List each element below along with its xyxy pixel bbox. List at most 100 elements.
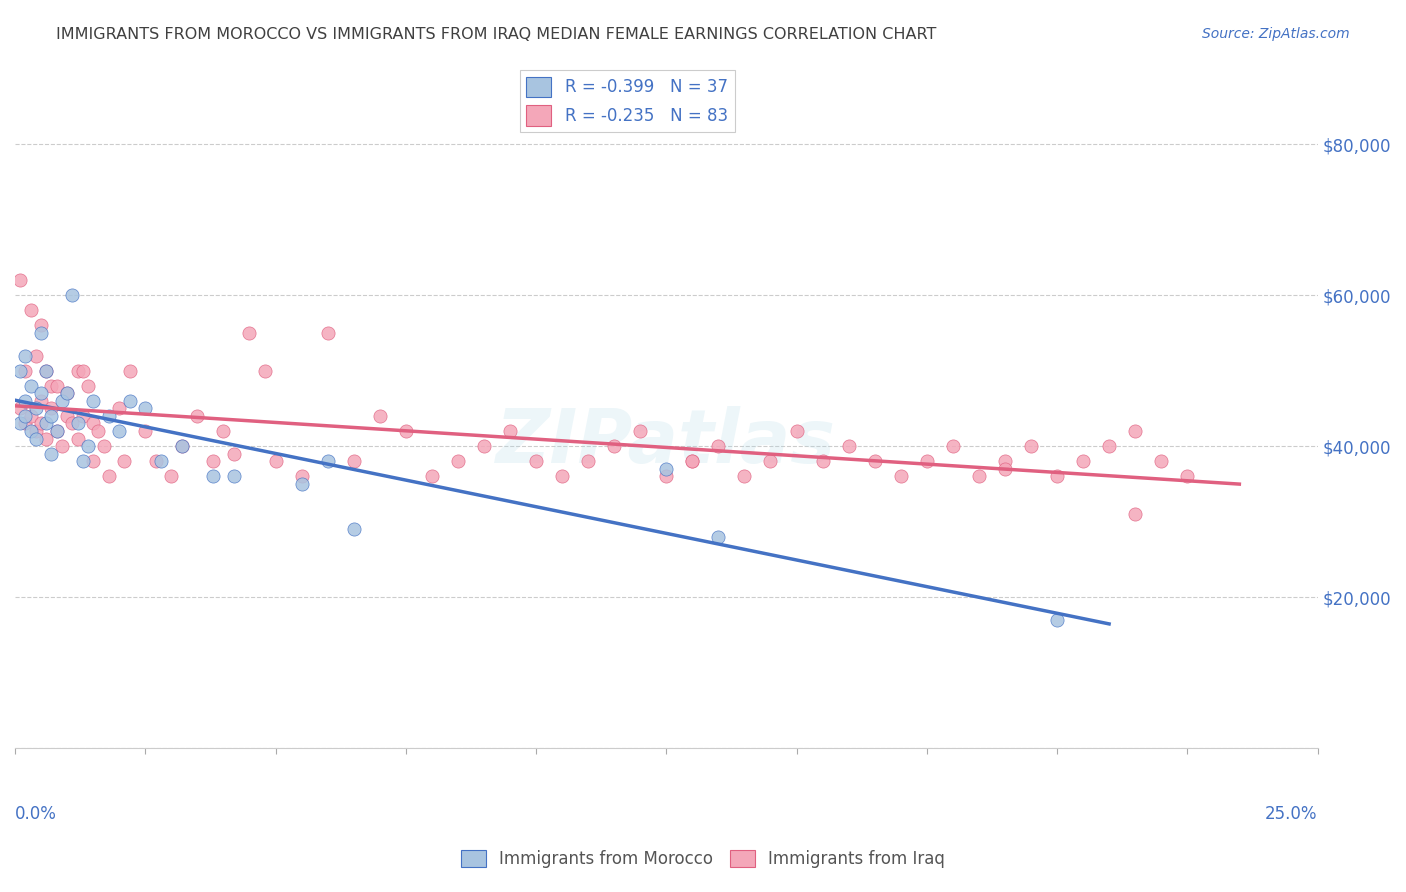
Point	[72, 363, 94, 377]
Legend: R = -0.399   N = 37, R = -0.235   N = 83: R = -0.399 N = 37, R = -0.235 N = 83	[520, 70, 734, 132]
Point	[1123, 507, 1146, 521]
Point	[77, 378, 100, 392]
Point	[863, 454, 886, 468]
Point	[254, 363, 277, 377]
Point	[915, 454, 938, 468]
Point	[890, 469, 912, 483]
Point	[681, 454, 703, 468]
Point	[681, 454, 703, 468]
Point	[41, 401, 63, 416]
Point	[14, 363, 37, 377]
Point	[838, 439, 860, 453]
Point	[603, 439, 626, 453]
Point	[14, 417, 37, 431]
Point	[30, 318, 52, 333]
Point	[786, 424, 808, 438]
Point	[24, 424, 46, 438]
Point	[30, 386, 52, 401]
Point	[45, 378, 67, 392]
Point	[290, 469, 312, 483]
Point	[118, 393, 141, 408]
Point	[24, 349, 46, 363]
Point	[72, 454, 94, 468]
Point	[264, 454, 287, 468]
Point	[551, 469, 574, 483]
Point	[447, 454, 470, 468]
Point	[35, 432, 58, 446]
Point	[93, 439, 115, 453]
Point	[1019, 439, 1042, 453]
Point	[45, 424, 67, 438]
Point	[499, 424, 522, 438]
Text: Source: ZipAtlas.com: Source: ZipAtlas.com	[1202, 27, 1350, 41]
Point	[24, 401, 46, 416]
Point	[8, 273, 31, 287]
Point	[51, 439, 73, 453]
Point	[212, 424, 235, 438]
Point	[82, 393, 104, 408]
Point	[30, 393, 52, 408]
Point	[707, 439, 730, 453]
Point	[30, 417, 52, 431]
Point	[290, 476, 312, 491]
Point	[20, 303, 42, 318]
Point	[60, 288, 83, 302]
Point	[1123, 424, 1146, 438]
Point	[51, 393, 73, 408]
Point	[72, 409, 94, 423]
Point	[97, 469, 120, 483]
Point	[395, 424, 418, 438]
Point	[20, 409, 42, 423]
Point	[20, 378, 42, 392]
Point	[8, 363, 31, 377]
Point	[170, 439, 193, 453]
Text: ZIPatlas: ZIPatlas	[496, 406, 837, 479]
Point	[112, 454, 135, 468]
Point	[56, 386, 79, 401]
Point	[1175, 469, 1198, 483]
Point	[343, 454, 366, 468]
Point	[35, 417, 58, 431]
Point	[66, 363, 89, 377]
Point	[316, 454, 339, 468]
Point	[56, 409, 79, 423]
Point	[811, 454, 834, 468]
Point	[1150, 454, 1173, 468]
Point	[576, 454, 599, 468]
Point	[222, 447, 245, 461]
Point	[82, 417, 104, 431]
Text: 0.0%: 0.0%	[15, 805, 56, 823]
Point	[942, 439, 965, 453]
Point	[8, 417, 31, 431]
Point	[41, 409, 63, 423]
Point	[8, 401, 31, 416]
Point	[108, 424, 131, 438]
Point	[655, 462, 678, 476]
Point	[87, 424, 110, 438]
Point	[1098, 439, 1121, 453]
Point	[56, 386, 79, 401]
Point	[1046, 613, 1069, 627]
Point	[97, 409, 120, 423]
Point	[524, 454, 547, 468]
Text: 25.0%: 25.0%	[1265, 805, 1317, 823]
Point	[967, 469, 990, 483]
Point	[238, 326, 260, 340]
Point	[186, 409, 208, 423]
Point	[707, 530, 730, 544]
Point	[35, 363, 58, 377]
Point	[201, 469, 224, 483]
Point	[35, 363, 58, 377]
Point	[30, 326, 52, 340]
Point	[108, 401, 131, 416]
Point	[14, 409, 37, 423]
Point	[20, 424, 42, 438]
Point	[1046, 469, 1069, 483]
Point	[420, 469, 443, 483]
Point	[472, 439, 495, 453]
Point	[628, 424, 651, 438]
Point	[41, 378, 63, 392]
Point	[14, 393, 37, 408]
Point	[82, 454, 104, 468]
Point	[759, 454, 782, 468]
